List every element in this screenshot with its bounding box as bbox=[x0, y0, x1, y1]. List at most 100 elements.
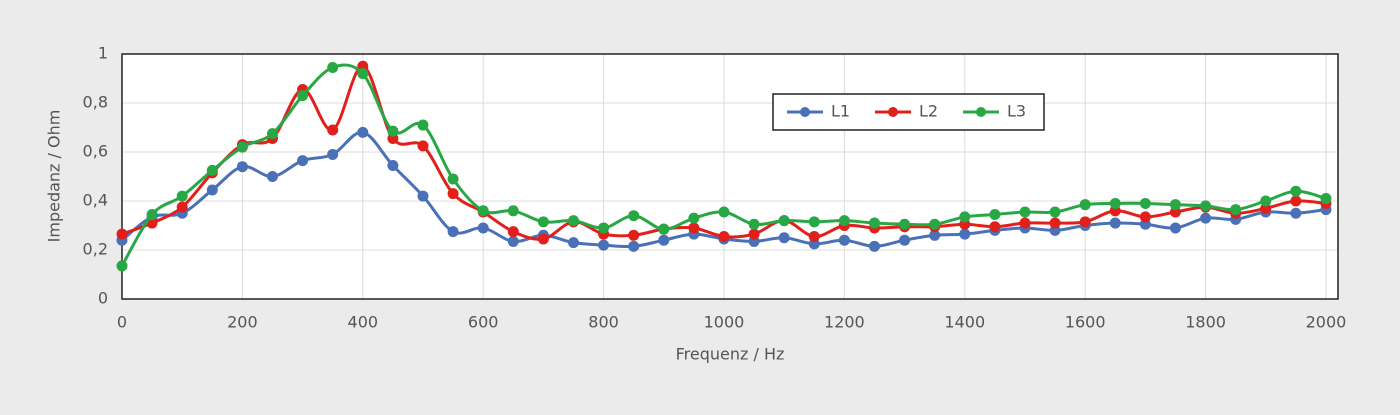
data-point bbox=[778, 215, 790, 227]
data-point bbox=[1230, 204, 1242, 216]
plot-area bbox=[122, 54, 1338, 299]
data-point bbox=[567, 215, 579, 227]
data-point bbox=[1049, 217, 1061, 229]
y-tick-label: 0,6 bbox=[83, 142, 108, 161]
legend-label: L1 bbox=[831, 102, 850, 121]
data-point bbox=[357, 68, 369, 80]
data-point bbox=[838, 234, 850, 246]
y-tick-label: 0,4 bbox=[83, 191, 108, 210]
data-point bbox=[1049, 206, 1061, 218]
data-point bbox=[507, 226, 519, 238]
data-point bbox=[507, 205, 519, 217]
x-tick-label: 200 bbox=[227, 313, 258, 332]
y-axis-label: Impedanz / Ohm bbox=[45, 110, 64, 243]
data-point bbox=[567, 237, 579, 249]
y-tick-label: 0,2 bbox=[83, 240, 108, 259]
x-tick-label: 1600 bbox=[1065, 313, 1106, 332]
y-tick-label: 0 bbox=[98, 289, 108, 308]
data-point bbox=[929, 218, 941, 230]
data-point bbox=[748, 228, 760, 240]
data-point bbox=[658, 223, 670, 235]
data-point bbox=[537, 233, 549, 245]
series-line bbox=[121, 64, 1327, 241]
legend-marker bbox=[800, 107, 810, 117]
x-tick-label: 1800 bbox=[1185, 313, 1226, 332]
x-tick-label: 1000 bbox=[704, 313, 745, 332]
legend-marker bbox=[976, 107, 986, 117]
data-point bbox=[1169, 199, 1181, 211]
data-point bbox=[718, 231, 730, 243]
data-point bbox=[477, 205, 489, 217]
data-point bbox=[206, 184, 218, 196]
data-point bbox=[447, 188, 459, 200]
data-point bbox=[236, 141, 248, 153]
x-axis-label: Frequenz / Hz bbox=[676, 345, 785, 364]
data-point bbox=[417, 140, 429, 152]
data-point bbox=[628, 229, 640, 241]
x-tick-label: 1400 bbox=[944, 313, 985, 332]
data-point bbox=[417, 190, 429, 202]
data-point bbox=[658, 234, 670, 246]
data-point bbox=[327, 124, 339, 136]
data-point bbox=[718, 206, 730, 218]
data-point bbox=[297, 90, 309, 102]
data-point bbox=[1200, 212, 1212, 224]
y-tick-label: 0,8 bbox=[83, 93, 108, 112]
data-point bbox=[778, 232, 790, 244]
x-tick-label: 0 bbox=[117, 313, 127, 332]
data-point bbox=[1200, 200, 1212, 212]
data-point bbox=[808, 216, 820, 228]
x-tick-label: 400 bbox=[348, 313, 379, 332]
data-point bbox=[266, 128, 278, 140]
data-point bbox=[387, 159, 399, 171]
data-point bbox=[899, 234, 911, 246]
data-point bbox=[598, 222, 610, 234]
data-point bbox=[417, 119, 429, 131]
y-tick-label: 1 bbox=[98, 44, 108, 63]
data-point bbox=[688, 222, 700, 234]
data-point bbox=[1320, 193, 1332, 205]
data-point bbox=[899, 218, 911, 230]
data-point bbox=[1109, 217, 1121, 229]
data-point bbox=[868, 240, 880, 252]
data-point bbox=[537, 216, 549, 228]
legend-label: L2 bbox=[919, 102, 938, 121]
data-point bbox=[447, 226, 459, 238]
data-point bbox=[628, 240, 640, 252]
data-point bbox=[297, 155, 309, 167]
data-point bbox=[176, 190, 188, 202]
data-point bbox=[1019, 217, 1031, 229]
data-point bbox=[688, 212, 700, 224]
data-point bbox=[598, 239, 610, 251]
data-point bbox=[357, 126, 369, 138]
data-point bbox=[1139, 197, 1151, 209]
data-point bbox=[1290, 207, 1302, 219]
data-point bbox=[1169, 222, 1181, 234]
data-point bbox=[206, 164, 218, 176]
data-point bbox=[387, 125, 399, 137]
data-point bbox=[748, 218, 760, 230]
data-point bbox=[236, 161, 248, 173]
data-point bbox=[1109, 197, 1121, 209]
legend-label: L3 bbox=[1007, 102, 1026, 121]
data-point bbox=[507, 235, 519, 247]
x-tick-label: 800 bbox=[588, 313, 619, 332]
data-point bbox=[1290, 195, 1302, 207]
data-point bbox=[477, 222, 489, 234]
data-point bbox=[116, 260, 128, 272]
x-tick-label: 1200 bbox=[824, 313, 865, 332]
data-point bbox=[838, 215, 850, 227]
data-point bbox=[1079, 199, 1091, 211]
data-point bbox=[146, 208, 158, 220]
x-tick-label: 2000 bbox=[1306, 313, 1347, 332]
legend-marker bbox=[888, 107, 898, 117]
data-point bbox=[327, 61, 339, 73]
data-point bbox=[1260, 195, 1272, 207]
data-point bbox=[1290, 185, 1302, 197]
x-tick-label: 600 bbox=[468, 313, 499, 332]
plot-border bbox=[121, 53, 1339, 300]
data-point bbox=[447, 173, 459, 185]
data-point bbox=[1139, 211, 1151, 223]
data-point bbox=[929, 229, 941, 241]
data-point bbox=[868, 217, 880, 229]
